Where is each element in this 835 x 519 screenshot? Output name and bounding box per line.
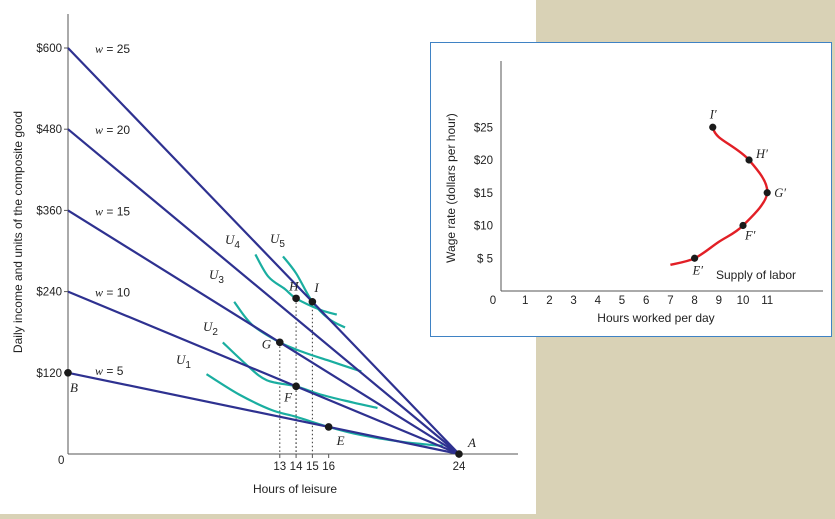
inset-point-label: E′	[692, 263, 704, 277]
budget-line-w5	[67, 371, 460, 456]
inset-x-tick-label: 6	[643, 295, 649, 307]
inset-x-tick-label: 9	[716, 295, 722, 307]
inset-point-4	[745, 156, 753, 164]
inset-point-5	[709, 123, 717, 131]
inset-point-label: H′	[755, 147, 768, 161]
point-h	[292, 294, 300, 303]
inset-y-tick-label: $25	[474, 122, 493, 134]
x-tick-label: 14	[290, 461, 303, 473]
inset-y-axis-title: Wage rate (dollars per hour)	[444, 113, 458, 263]
x-tick-label: 16	[322, 461, 335, 473]
point-i	[308, 297, 317, 306]
inset-x-tick-label: 11	[761, 295, 773, 307]
y-tick-label: $240	[36, 287, 62, 299]
inset-y-tick-label: $ 5	[477, 253, 493, 265]
indifference-label-u2: U2	[203, 319, 218, 338]
point-label-a: A	[467, 435, 476, 450]
point-g	[275, 338, 284, 347]
x-tick-label: 15	[306, 461, 319, 473]
inset-y-tick-label: $10	[474, 221, 493, 233]
y-tick-label: $120	[36, 368, 62, 380]
budget-label-w5: w = 5	[95, 364, 124, 378]
inset-point-1	[691, 254, 699, 262]
point-label-f: F	[283, 389, 293, 404]
supply-curve-label: Supply of labor	[716, 268, 796, 282]
budget-label-w10: w = 10	[95, 286, 130, 300]
inset-x-tick-label: 10	[737, 295, 750, 307]
inset-x-tick-label: 2	[546, 295, 552, 307]
labor-supply-chart: $25 $20 $15 $10 $ 5 0 1 2 3 4 5 6 7 8 9 10 11 Hours worke…	[444, 61, 823, 325]
inset-point-label: I′	[709, 107, 717, 121]
point-e	[324, 423, 333, 431]
inset-x-tick-label: 3	[570, 295, 576, 307]
inset-x-tick-label: 8	[691, 295, 697, 307]
indifference-curve-u3	[233, 301, 362, 373]
leisure-income-chart: $600 $480 $360 $240 $120 0 13 14 15 16 24 Hours of …	[11, 14, 518, 496]
inset-point-label: G′	[774, 186, 786, 200]
budget-line-w15	[67, 209, 460, 455]
y-axis-title: Daily income and units of the composite …	[11, 111, 25, 353]
inset-x-tick-label: 0	[490, 295, 496, 307]
budget-label-w15: w = 15	[95, 204, 130, 218]
point-label-i: I	[313, 280, 319, 295]
inset-x-tick-label: 7	[667, 295, 673, 307]
indifference-label-u5: U5	[270, 231, 285, 250]
budget-line-w10	[67, 290, 460, 456]
inset-point-label: F′	[744, 229, 756, 243]
budget-line-w20	[67, 128, 460, 455]
inset-y-tick-label: $15	[474, 188, 493, 200]
inset-x-tick-label: 5	[619, 295, 625, 307]
indifference-label-u1: U1	[176, 352, 191, 371]
y-tick-label: $480	[36, 124, 62, 136]
inset-y-tick-label: $20	[474, 155, 493, 167]
inset-point-3	[763, 189, 771, 197]
point-label-b: B	[70, 380, 78, 395]
point-f	[292, 382, 300, 391]
x-axis-title: Hours of leisure	[253, 482, 337, 496]
budget-line-w25	[67, 47, 460, 455]
inset-x-tick-label: 4	[595, 295, 602, 307]
x-tick-label: 13	[273, 461, 286, 473]
inset-x-axis-title: Hours worked per day	[597, 311, 714, 325]
supply-curve	[670, 126, 769, 266]
y-tick-label: $600	[36, 43, 62, 55]
origin-label: 0	[58, 455, 64, 467]
point-label-e: E	[336, 433, 345, 448]
y-tick-label: $360	[36, 205, 62, 217]
indifference-label-u4: U4	[225, 232, 240, 251]
budget-label-w20: w = 20	[95, 123, 130, 137]
inset-point-2	[739, 221, 747, 230]
point-b	[64, 369, 72, 377]
point-label-g: G	[262, 336, 272, 351]
budget-label-w25: w = 25	[95, 42, 130, 56]
inset-x-tick-label: 1	[522, 295, 528, 307]
labor-supply-panel: $25 $20 $15 $10 $ 5 0 1 2 3 4 5 6 7 8 9 10 11 Hours worke…	[430, 42, 832, 337]
point-label-h: H	[288, 278, 299, 293]
point-a	[455, 450, 463, 458]
indifference-label-u3: U3	[209, 267, 224, 286]
x-tick-label: 24	[453, 461, 466, 473]
